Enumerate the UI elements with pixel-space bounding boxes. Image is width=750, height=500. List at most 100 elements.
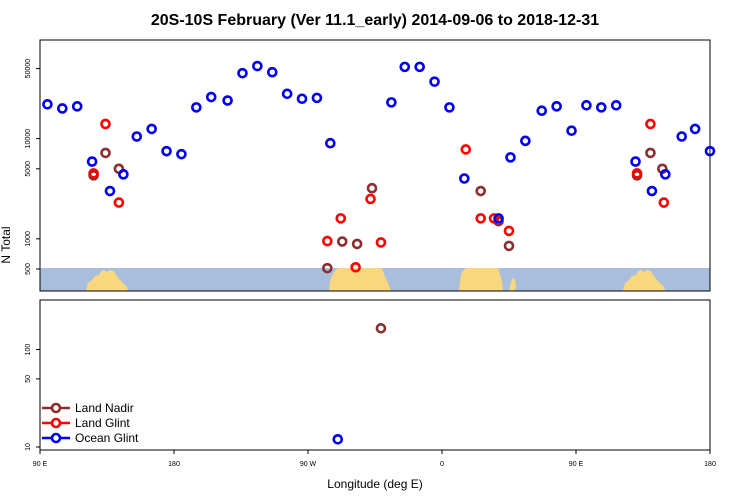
ocean-glint-point (610, 100, 622, 111)
land-mass-australia-right (623, 270, 665, 291)
ocean-glint-point (551, 101, 562, 112)
top-y-tick-label: 5000 (25, 161, 32, 177)
land-glint-point (645, 118, 656, 130)
ocean-glint-point (689, 123, 701, 135)
land-glint-point (335, 213, 347, 224)
ocean-glint-point (222, 95, 233, 106)
ocean-glint-point (414, 61, 425, 73)
ocean-glint-point (429, 76, 440, 87)
ocean-glint-point (536, 105, 548, 116)
land-glint-point (460, 144, 472, 155)
x-tick-label: 180 (704, 461, 716, 468)
land-glint-point (658, 197, 670, 208)
land-glint-point (375, 237, 387, 248)
land-glint-point (503, 225, 515, 237)
legend-marker-ocean-glint (50, 432, 62, 444)
top-y-axis: 500 1000 5000 10000 50000 (25, 59, 40, 275)
chart-title: 20S-10S February (Ver 11.1_early) 2014-0… (151, 12, 599, 29)
ocean-glint-point (704, 145, 716, 157)
land-nadir-point (503, 240, 515, 252)
top-y-tick-label: 10000 (25, 129, 32, 149)
land-nadir-point (100, 147, 111, 159)
ocean-glint-point (252, 60, 263, 72)
ocean-glint-point (325, 137, 336, 149)
ocean-glint-point (205, 91, 217, 103)
ocean-glint-point (581, 100, 592, 111)
land-glint-point (365, 193, 376, 205)
bottom-y-tick-label: 50 (25, 375, 32, 383)
land-mass-africa (459, 268, 503, 291)
ocean-glint-point (311, 92, 323, 104)
map-strip (40, 268, 710, 291)
bottom-panel-frame (39, 299, 711, 451)
land-nadir-point (645, 147, 656, 159)
ocean-glint-point (630, 156, 641, 167)
bottom-y-tick-label: 100 (25, 344, 32, 356)
legend-label-ocean-glint: Ocean Glint (75, 431, 139, 445)
bottom-y-axis: 10 50 100 (25, 344, 40, 451)
land-nadir-bottom-point (375, 323, 387, 334)
top-y-tick-label: 1000 (25, 231, 32, 247)
land-glint-point (322, 235, 333, 247)
land-mass-australia-left (86, 270, 128, 291)
ocean-glint-point (266, 66, 278, 78)
land-mass-madagascar (509, 278, 516, 291)
bottom-panel-points (332, 323, 387, 445)
ocean-glint-point (596, 102, 607, 113)
top-y-tick-label: 50000 (25, 59, 32, 79)
legend-label-land-glint: Land Glint (75, 416, 130, 430)
land-nadir-point (322, 262, 333, 274)
ocean-glint-point (176, 148, 187, 160)
land-glint-point (100, 118, 111, 130)
x-tick-label: 180 (168, 461, 180, 468)
land-glint-point (631, 168, 643, 179)
x-axis: 90 E 180 90 W 0 90 E 180 (33, 450, 716, 468)
ocean-glint-point (237, 67, 248, 79)
legend-label-land-nadir: Land Nadir (75, 401, 134, 415)
ocean-glint-point (191, 102, 202, 113)
legend-marker-land-glint (50, 417, 62, 429)
x-tick-label: 90 E (33, 461, 48, 468)
top-y-tick-label: 500 (25, 263, 32, 275)
land-nadir-point (351, 238, 363, 250)
x-axis-label: Longitude (deg E) (327, 477, 422, 491)
ocean-glint-point (660, 169, 671, 180)
ocean-glint-bottom-point (332, 433, 344, 445)
ocean-glint-point (459, 173, 470, 184)
ocean-glint-point (505, 152, 516, 163)
x-tick-label: 90 E (569, 461, 584, 468)
land-nadir-point (475, 185, 487, 197)
ocean-glint-point (386, 97, 397, 108)
ocean-glint-point (296, 93, 308, 105)
ocean-glint-point (566, 125, 577, 136)
ocean-glint-point (86, 156, 98, 167)
ocean-glint-point (57, 103, 68, 114)
top-panel-frame (39, 39, 711, 292)
land-nadir-point (366, 182, 378, 194)
ocean-glint-point (493, 213, 504, 224)
ocean-glint-point (520, 135, 531, 147)
land-glint-point (475, 213, 487, 224)
land-mass-south-america (329, 268, 391, 291)
land-glint-point (113, 197, 125, 208)
x-tick-label: 90 W (300, 461, 317, 468)
land-glint-point (88, 168, 99, 179)
ocean-glint-point (646, 185, 658, 197)
y-axis-label: N Total (0, 226, 13, 263)
ocean-glint-point (399, 61, 411, 73)
top-panel-points (42, 60, 716, 274)
ocean-glint-point (676, 131, 688, 142)
x-tick-label: 0 (440, 461, 444, 468)
ocean-glint-point (42, 99, 53, 110)
legend-marker-land-nadir (50, 402, 62, 414)
ocean-glint-point (104, 185, 116, 197)
ocean-glint-point (161, 145, 172, 157)
ocean-glint-point (444, 102, 455, 113)
ocean-glint-point (146, 123, 157, 135)
ocean-glint-point (118, 169, 129, 180)
land-nadir-point (336, 236, 348, 247)
bottom-y-tick-label: 10 (25, 443, 32, 451)
ocean-glint-point (131, 131, 143, 142)
land-glint-point (350, 261, 361, 273)
